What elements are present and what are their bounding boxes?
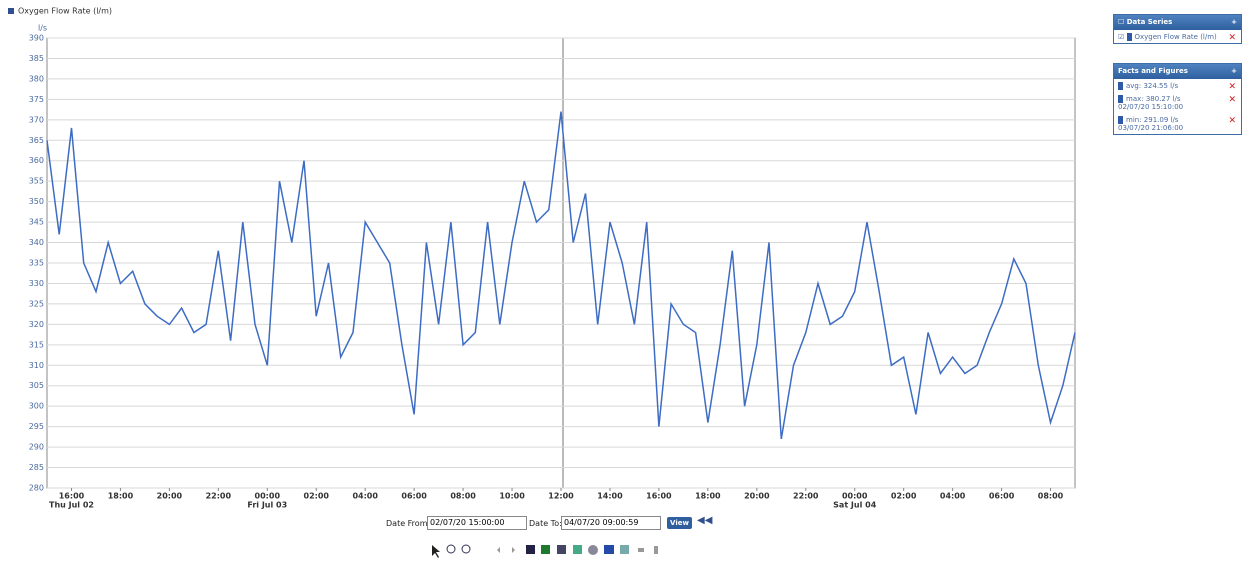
remove[interactable]: ✕ [1228,95,1236,105]
x-tick-label: 22:00 [206,492,232,501]
fact-time: 02/07/20 15:10:00 [1118,103,1184,111]
view-button[interactable]: View [667,517,692,529]
x-tick-label: 00:00 [842,492,868,501]
panel-header: Facts and Figures + [1114,64,1241,79]
y-tick-label: 335 [29,259,44,268]
panel-title: Facts and Figures [1118,67,1188,75]
x-tick-label: 16:00 [646,492,672,501]
x-tick-label: 14:00 [597,492,623,501]
x-tick-label: 20:00 [157,492,183,501]
series-name: Oxygen Flow Rate (l/m) [1134,33,1217,41]
y-tick-label: 305 [29,381,44,390]
tool-c[interactable] [588,545,598,555]
tool-e[interactable] [620,545,629,554]
y-tick-label: 370 [29,115,44,124]
fact-text: max: 380.27 l/s [1126,95,1181,103]
x-tick-label: 00:00 [255,492,281,501]
y-tick-label: 375 [29,95,44,104]
y-tick-label: 345 [29,218,44,227]
y-tick-label: 320 [29,320,44,329]
next[interactable] [512,547,515,553]
x-tick-label: 18:00 [108,492,134,501]
y-tick-label: 285 [29,463,44,472]
facts-panel: Facts and Figures + avg: 324.55 l/s ✕ max: … [1113,63,1242,135]
zoom-in[interactable] [446,544,456,554]
x-tick-label: 10:00 [499,492,525,501]
export-excel[interactable] [541,545,550,554]
x-tick-label: 02:00 [891,492,917,501]
tool-a[interactable] [557,545,566,554]
x-tick-label: 02:00 [304,492,330,501]
fact-text: min: 291.09 l/s [1126,116,1179,124]
data-series-panel: ☐ Data Series + ☑ Oxygen Flow Rate (l/m) ✕ [1113,14,1242,44]
x-tick-label: 22:00 [793,492,819,501]
zoom-out[interactable] [461,544,471,554]
tool-g[interactable] [654,546,658,554]
y-tick-label: 290 [29,443,44,452]
y-tick-label: 280 [29,484,44,493]
toolbar [432,544,658,558]
date-from-input[interactable]: 02/07/20 15:00:00 [427,516,527,530]
y-tick-label: 350 [29,197,44,206]
x-day-label: Fri Jul 03 [247,501,287,510]
add-button[interactable]: + [1231,67,1237,75]
tool-b[interactable] [573,545,582,554]
y-tick-label: 355 [29,177,44,186]
y-tick-label: 390 [29,34,44,43]
series-line [46,111,1076,440]
y-tick-label: 295 [29,422,44,431]
fact-text: avg: 324.55 l/s [1126,82,1179,90]
fact-row: min: 291.09 l/s 03/07/20 21:06:00 ✕ [1114,113,1241,134]
x-day-label: Sat Jul 04 [833,501,877,510]
tool-d[interactable] [604,545,614,554]
x-tick-label: 04:00 [940,492,966,501]
add-button[interactable]: + [1231,18,1237,26]
y-tick-label: 385 [29,54,44,63]
legend-swatch [8,8,14,14]
fact-row: max: 380.27 l/s 02/07/20 15:10:00 ✕ [1114,92,1241,113]
y-tick-label: 330 [29,279,44,288]
panel-title: Data Series [1126,18,1173,26]
x-tick-label: 06:00 [989,492,1015,501]
remove[interactable]: ✕ [1228,33,1236,43]
x-tick-label: 12:00 [548,492,574,501]
x-tick-label: 08:00 [1038,492,1064,501]
x-tick-label: 18:00 [695,492,721,501]
x-day-label: Thu Jul 02 [49,501,94,510]
pointer-tool[interactable] [432,545,440,558]
panel-header: ☐ Data Series + [1114,15,1241,30]
prev[interactable] [497,547,500,553]
remove[interactable]: ✕ [1228,116,1236,126]
x-tick-label: 08:00 [450,492,476,501]
y-tick-label: 310 [29,361,44,370]
y-axis-label: l/s [38,24,47,33]
date-to-label: Date To: [529,519,562,528]
y-tick-label: 325 [29,299,44,308]
y-tick-label: 340 [29,238,44,247]
y-tick-label: 365 [29,136,44,145]
date-from-label: Date From: [386,519,431,528]
remove[interactable]: ✕ [1228,82,1236,92]
series-row[interactable]: ☑ Oxygen Flow Rate (l/m) ✕ [1118,33,1236,43]
date-to-input[interactable]: 04/07/20 09:00:59 [561,516,661,530]
x-tick-label: 20:00 [744,492,770,501]
fact-row: avg: 324.55 l/s ✕ [1114,79,1241,92]
legend-label: Oxygen Flow Rate (l/m) [18,7,112,16]
y-tick-label: 315 [29,340,44,349]
save[interactable] [526,545,535,554]
y-tick-label: 300 [29,402,44,411]
fact-time: 03/07/20 21:06:00 [1118,124,1184,132]
x-tick-label: 04:00 [352,492,378,501]
x-tick-label: 16:00 [59,492,85,501]
y-tick-label: 380 [29,74,44,83]
rewind-button[interactable]: ◀◀ [697,515,713,526]
x-tick-label: 06:00 [401,492,427,501]
tool-f[interactable] [638,548,644,552]
y-tick-label: 360 [29,156,44,165]
